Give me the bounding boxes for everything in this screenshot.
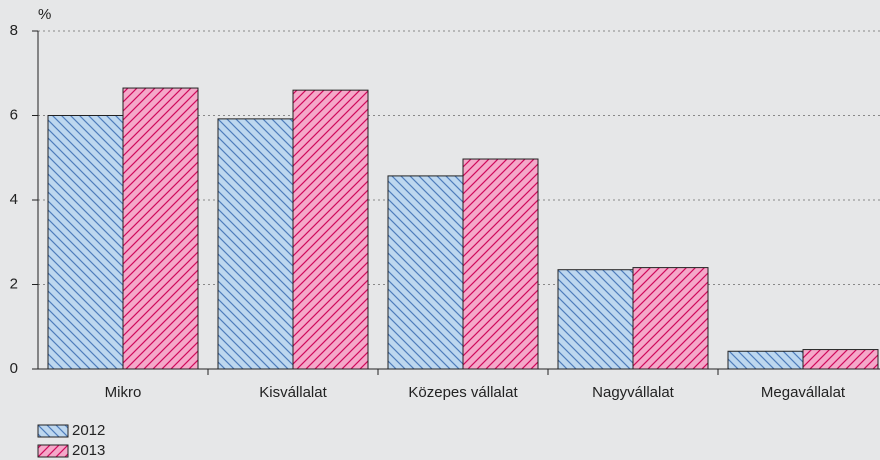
bar: [387, 175, 464, 370]
bar: [462, 158, 539, 370]
x-tick-label: Nagyvállalat: [592, 384, 675, 401]
y-axis-label: %: [38, 6, 51, 23]
legend-label: 2012: [72, 422, 105, 439]
bar: [727, 350, 804, 370]
y-tick-label: 8: [10, 22, 18, 39]
y-tick-label: 4: [10, 191, 18, 208]
bar: [47, 115, 124, 370]
legend-swatch: [37, 424, 69, 438]
x-tick-label: Megavállalat: [761, 384, 846, 401]
legend-swatch: [37, 444, 69, 458]
bar: [802, 349, 879, 370]
legend-label: 2013: [72, 442, 105, 459]
x-tick-label: Közepes vállalat: [408, 384, 518, 401]
bar: [632, 267, 709, 370]
bar: [557, 269, 634, 370]
x-tick-label: Kisvállalat: [259, 384, 327, 401]
bar: [122, 87, 199, 370]
y-tick-label: 0: [10, 360, 18, 377]
y-tick-label: 6: [10, 106, 18, 123]
y-tick-label: 2: [10, 275, 18, 292]
x-tick-label: Mikro: [105, 384, 142, 401]
bar: [292, 89, 369, 370]
bar: [217, 118, 294, 370]
